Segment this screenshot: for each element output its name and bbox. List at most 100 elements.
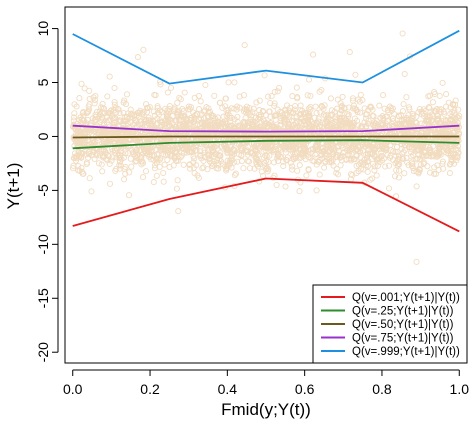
scatter-point [92, 92, 99, 100]
scatter-point [315, 115, 322, 122]
scatter-point [313, 187, 320, 194]
scatter-point [448, 156, 455, 164]
scatter-point [111, 84, 118, 92]
scatter-point [337, 114, 344, 121]
scatter-point [254, 163, 262, 170]
scatter-point [222, 95, 230, 102]
scatter-point [296, 188, 303, 195]
scatter-point [378, 149, 385, 156]
scatter-point [243, 103, 250, 110]
scatter-point [439, 158, 446, 165]
scatter-point [236, 93, 243, 100]
scatter-point [263, 152, 270, 160]
scatter-point [294, 167, 301, 174]
scatter-point [311, 114, 318, 121]
scatter-point [410, 168, 417, 175]
scatter-point [246, 123, 253, 130]
scatter-point [394, 120, 401, 127]
scatter-point [138, 127, 145, 134]
scatter-point [434, 113, 441, 120]
scatter-point [104, 93, 111, 100]
scatter-point [128, 146, 135, 153]
scatter-point [316, 88, 323, 95]
scatter-point [216, 156, 223, 163]
series-line [72, 139, 460, 150]
scatter-point [133, 118, 140, 125]
scatter-point [80, 170, 87, 177]
scatter-point [197, 115, 204, 122]
scatter-point [305, 151, 312, 158]
scatter-point [84, 109, 91, 116]
scatter-point [149, 117, 156, 124]
scatter-point [446, 116, 453, 124]
scatter-point [183, 143, 190, 150]
scatter-point [223, 167, 230, 174]
scatter-point [454, 154, 461, 161]
scatter-point [250, 105, 257, 112]
x-axis-title: Fmid(y;Y(t)) [221, 400, 311, 419]
scatter-point [128, 163, 135, 170]
series-line [72, 124, 460, 133]
scatter-point [406, 137, 413, 144]
scatter-point [434, 117, 442, 124]
scatter-point [166, 122, 173, 129]
scatter-point [309, 157, 316, 164]
legend-label: Q(v=.50;Y(t+1)|Y(t)) [352, 319, 454, 331]
scatter-point [190, 159, 197, 166]
scatter-point [163, 120, 170, 127]
scatter-point [374, 162, 381, 169]
y-axis-title: Y(t+1) [4, 163, 23, 210]
scatter-point [308, 123, 315, 130]
scatter-point [125, 192, 133, 199]
scatter-point [357, 91, 364, 98]
x-axis: 0.0 0.2 0.4 0.6 0.8 1.0 [63, 369, 469, 397]
scatter-point [401, 170, 408, 177]
scatter-point [266, 108, 273, 115]
scatter-point [99, 152, 106, 159]
scatter-point [177, 154, 184, 161]
scatter-point [420, 106, 427, 113]
scatter-point [241, 108, 248, 115]
scatter-point [432, 108, 439, 115]
y-axis: -20 -15 -10 -5 0 5 10 [35, 21, 59, 362]
scatter-point [404, 159, 411, 166]
y-tick-label: 0 [35, 132, 51, 140]
scatter-point [406, 139, 413, 146]
scatter-point [353, 151, 360, 158]
scatter-point [201, 119, 209, 126]
scatter-point [270, 159, 278, 166]
scatter-point [443, 140, 451, 147]
scatter-point [312, 151, 319, 158]
scatter-point [323, 118, 330, 125]
scatter-point [174, 99, 181, 106]
scatter-point [208, 113, 215, 120]
scatter-point [139, 158, 146, 165]
scatter-point [431, 170, 438, 177]
scatter-point [367, 176, 374, 183]
scatter-point [92, 116, 100, 123]
scatter-point [338, 106, 345, 113]
scatter-point [161, 161, 168, 168]
scatter-point [186, 149, 193, 156]
scatter-point [181, 89, 188, 96]
scatter-point [223, 144, 230, 151]
scatter-point [175, 208, 182, 215]
scatter-point [437, 109, 444, 116]
scatter-point [192, 147, 199, 154]
scatter-point [371, 167, 378, 174]
scatter-point [93, 132, 100, 139]
scatter-point [282, 183, 289, 190]
scatter-point [383, 145, 390, 152]
scatter-point [227, 149, 234, 156]
legend-label: Q(v=.25;Y(t+1)|Y(t)) [352, 306, 454, 318]
scatter-point [98, 115, 106, 122]
scatter-point [455, 106, 462, 113]
scatter-point [403, 94, 410, 101]
scatter-point [256, 178, 263, 185]
scatter-point [136, 142, 143, 149]
scatter-point [241, 42, 248, 49]
scatter-point [91, 97, 99, 104]
scatter-point [341, 148, 348, 156]
scatter-point [114, 105, 121, 112]
scatter-point [180, 161, 187, 168]
